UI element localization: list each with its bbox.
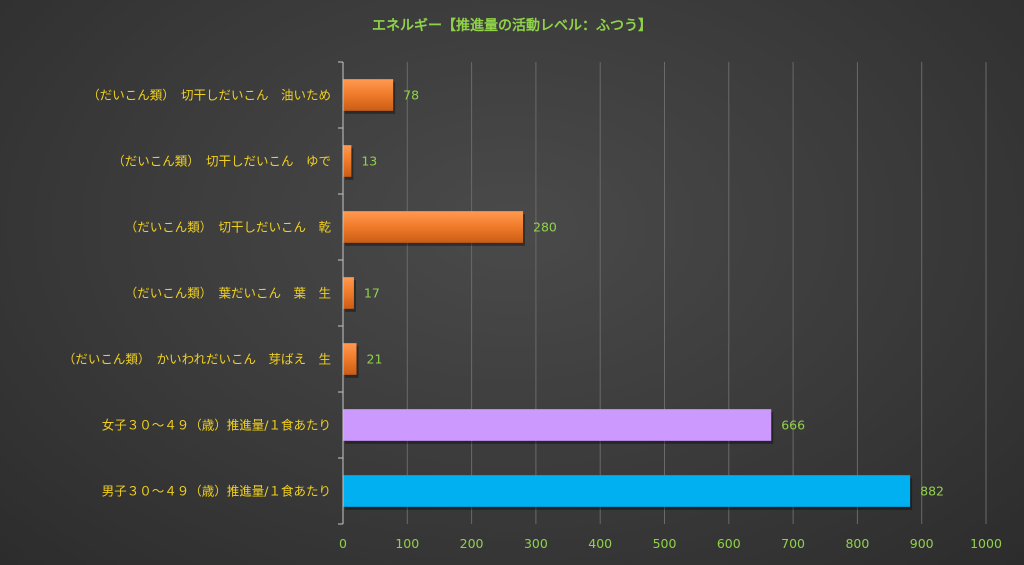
data-label: 21 — [367, 352, 383, 367]
x-tick-label: 300 — [524, 536, 548, 551]
x-tick-labels: 0 100 200 300 400 500 600 700 800 900 1000 — [339, 536, 1002, 551]
gridlines — [406, 62, 987, 524]
x-tick-label: 600 — [717, 536, 741, 551]
category-label: 女子３０～４９（歳）推進量/１食あたり — [102, 418, 331, 433]
category-labels: （だいこん類） 切干しだいこん 油いため （だいこん類） 切干しだいこん ゆで （だ… — [63, 88, 332, 499]
x-tick-label: 800 — [845, 536, 869, 551]
data-label: 78 — [403, 88, 419, 103]
x-tick-label: 0 — [339, 536, 347, 551]
bar — [343, 145, 352, 177]
category-label: 男子３０～４９（歳）推進量/１食あたり — [102, 484, 331, 499]
bar — [343, 409, 772, 441]
x-tick-label: 900 — [910, 536, 934, 551]
x-tick-label: 200 — [460, 536, 484, 551]
category-label: （だいこん類） 葉だいこん 葉 生 — [125, 286, 331, 301]
x-tick-label: 500 — [653, 536, 677, 551]
data-label: 280 — [533, 220, 557, 235]
x-tick-label: 700 — [781, 536, 805, 551]
data-label: 17 — [364, 286, 380, 301]
data-label: 666 — [781, 418, 805, 433]
category-label: （だいこん類） 切干しだいこん 乾 — [125, 220, 332, 235]
chart-title: エネルギー【推進量の活動レベル：ふつう】 — [372, 17, 652, 34]
data-label: 882 — [920, 484, 944, 499]
y-axis — [338, 61, 344, 525]
bars — [343, 79, 913, 510]
category-label: （だいこん類） かいわれだいこん 芽ばえ 生 — [63, 352, 331, 367]
category-label: （だいこん類） 切干しだいこん 油いため — [87, 88, 331, 103]
data-labels: 78 13 280 17 21 666 882 — [361, 88, 944, 499]
x-tick-label: 1000 — [970, 536, 1002, 551]
bar — [343, 343, 357, 375]
x-tick-label: 100 — [395, 536, 419, 551]
bar — [343, 475, 911, 507]
bar — [343, 79, 394, 111]
bar — [343, 277, 354, 309]
x-tick-label: 400 — [588, 536, 612, 551]
data-label: 13 — [361, 154, 377, 169]
bar — [343, 211, 524, 243]
category-label: （だいこん類） 切干しだいこん ゆで — [112, 154, 331, 169]
